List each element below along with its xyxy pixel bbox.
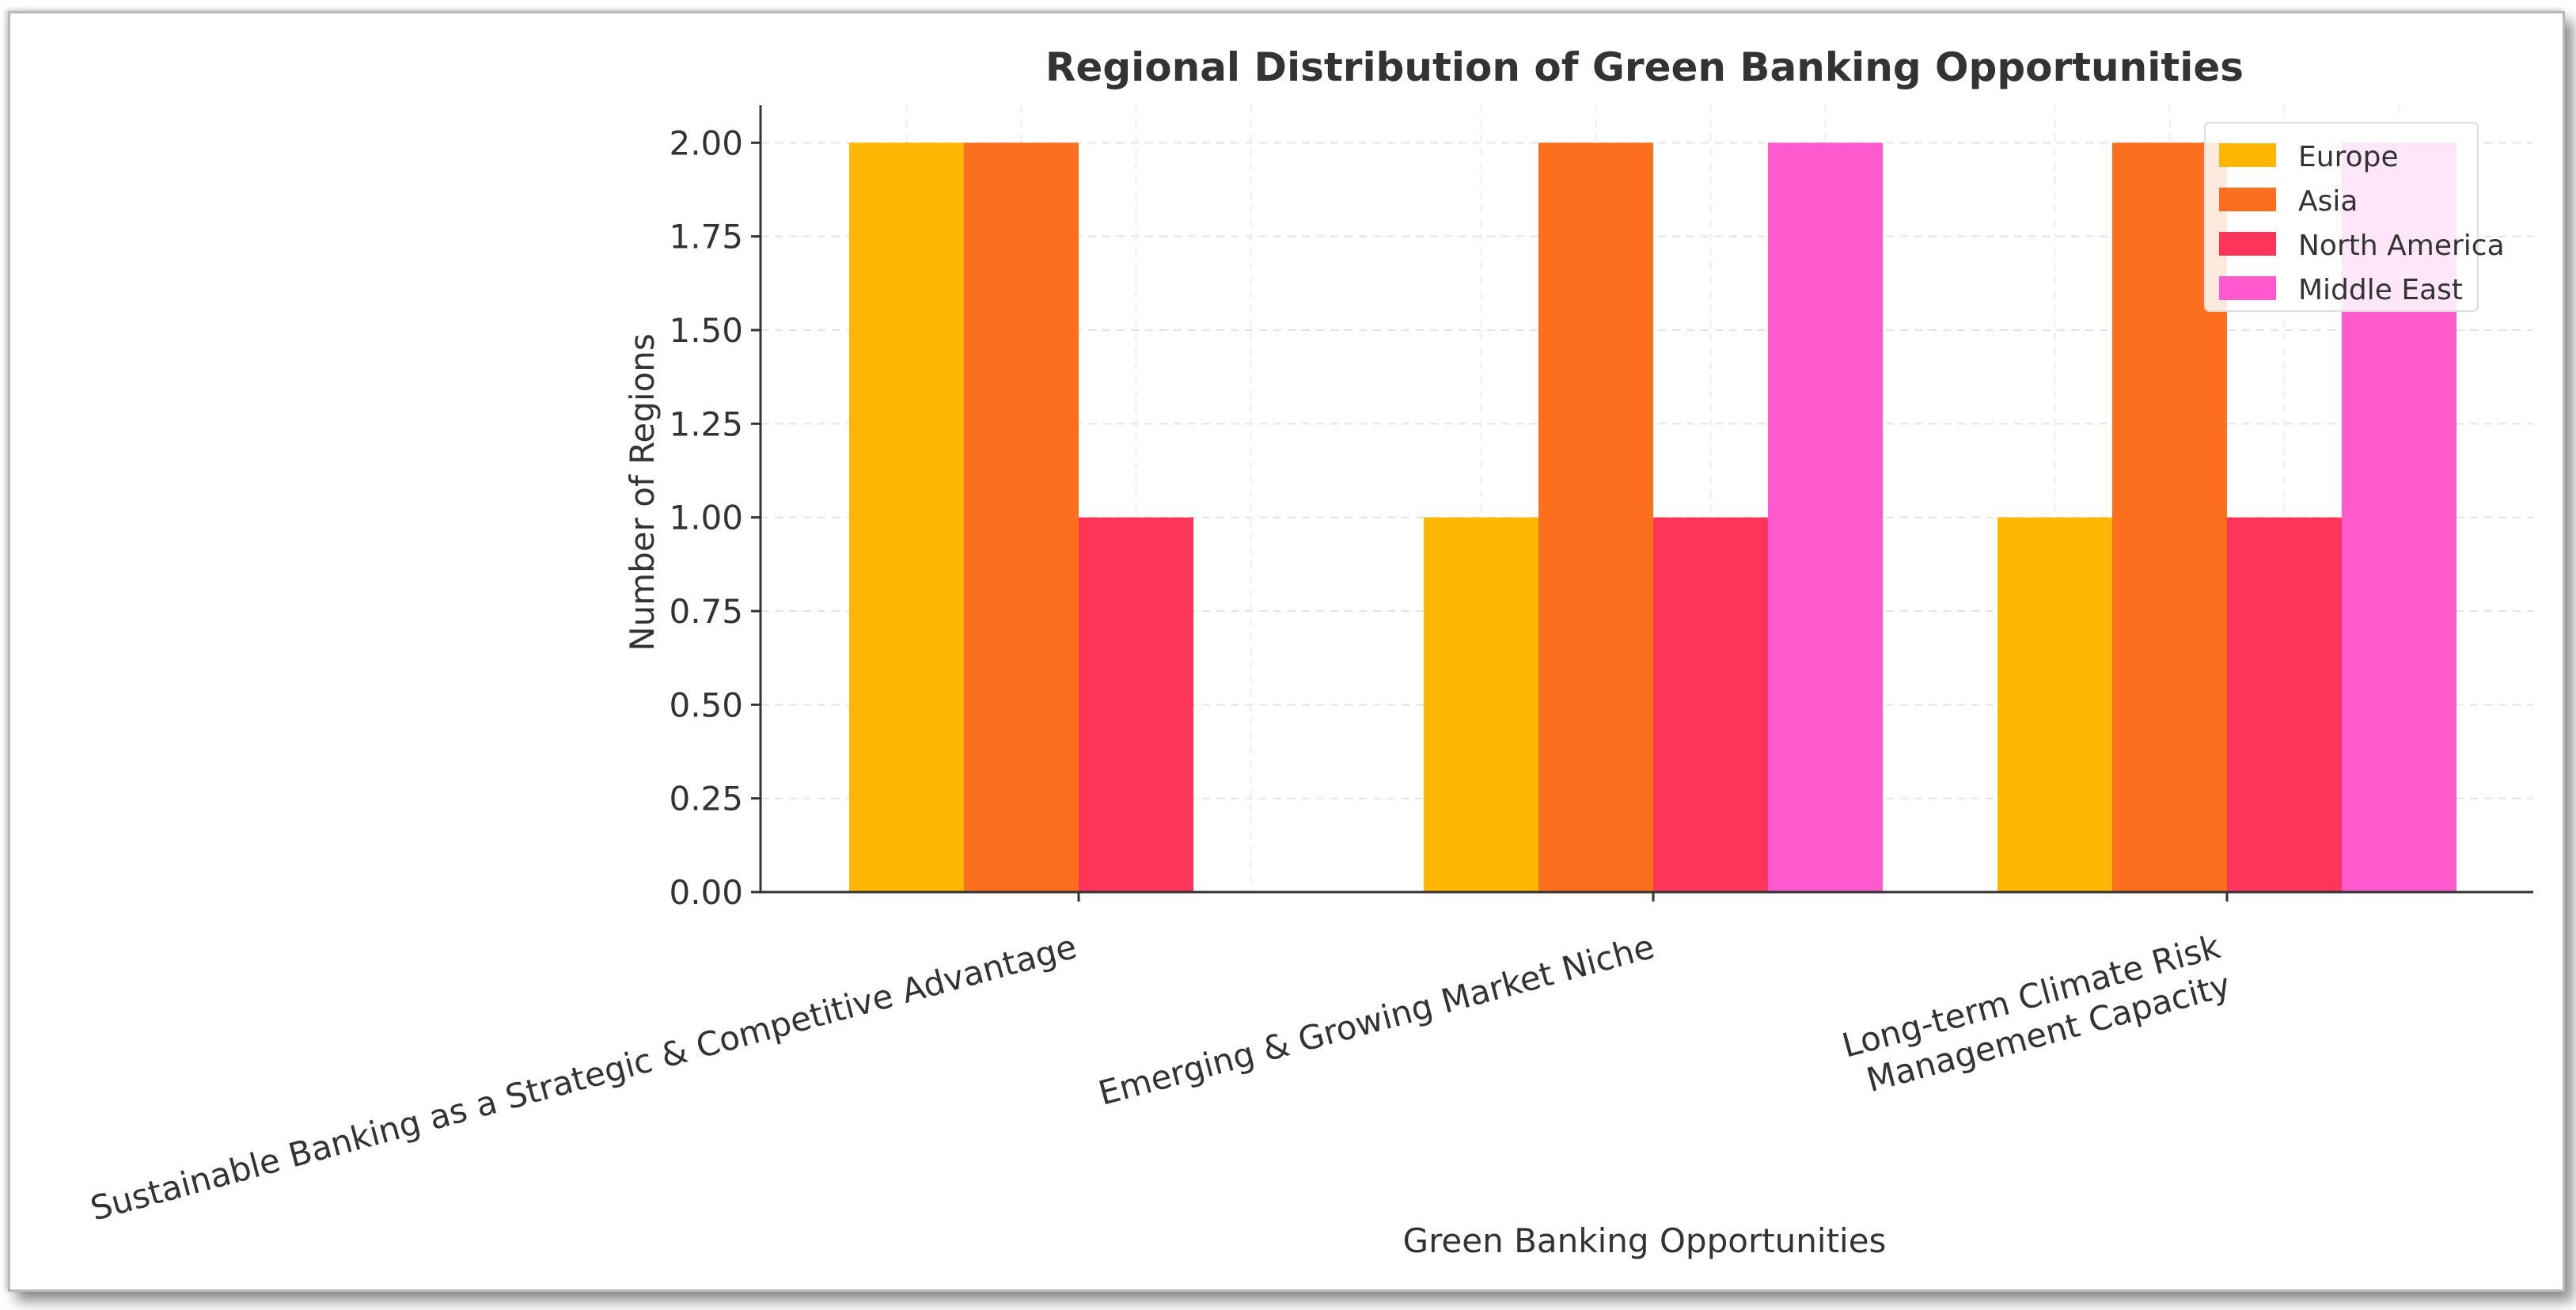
bar-europe [1424,517,1538,892]
chart-frame: Regional Distribution of Green Banking O… [8,11,2565,1292]
x-tick-label: Emerging & Growing Market Niche [1095,927,1658,1113]
bar-north-america [1653,517,1768,892]
y-tick-label: 0.50 [669,685,743,724]
bar-chart: Regional Distribution of Green Banking O… [86,44,2533,1260]
legend-label: Asia [2298,185,2358,218]
bar-europe [849,142,964,893]
legend-box [2204,122,2479,312]
legend-swatch [2219,276,2276,300]
legend-label: North America [2298,230,2505,262]
chart-title: Regional Distribution of Green Banking O… [1045,44,2244,90]
legend-swatch [2219,143,2276,167]
x-tick-label-group: Emerging & Growing Market Niche [1095,927,1658,1113]
x-tick-label: Sustainable Banking as a Strategic & Com… [86,927,1080,1228]
bar-middle-east [1768,142,1883,893]
y-tick-labels: 0.00 0.25 0.50 0.75 1.00 1.25 1.50 1.75 2.00 [669,123,761,912]
y-tick-label: 0.00 [669,873,743,912]
bar-asia [1538,142,1653,893]
y-tick-label: 0.25 [669,780,743,818]
legend-label: Middle East [2298,274,2463,306]
y-tick-label: 0.75 [669,592,743,631]
y-tick-label: 1.75 [669,218,743,256]
y-axis-label: Number of Regions [623,333,662,651]
bars [849,142,2456,893]
legend: Europe Asia North America Middle East [2204,122,2505,312]
x-tick-label-group: Sustainable Banking as a Strategic & Com… [86,927,1080,1228]
legend-swatch [2219,232,2276,256]
x-axis-label: Green Banking Opportunities [1403,1221,1887,1260]
y-tick-label: 1.25 [669,404,743,443]
bar-europe [1997,517,2112,892]
bar-north-america [2227,517,2342,892]
y-tick-label: 1.00 [669,499,743,537]
legend-label: Europe [2298,141,2399,173]
y-tick-label: 2.00 [669,123,743,162]
y-tick-label: 1.50 [669,311,743,350]
bar-north-america [1079,517,1193,892]
bar-asia [964,142,1079,893]
legend-swatch [2219,188,2276,211]
x-tick-labels: Sustainable Banking as a Strategic & Com… [86,892,2235,1228]
